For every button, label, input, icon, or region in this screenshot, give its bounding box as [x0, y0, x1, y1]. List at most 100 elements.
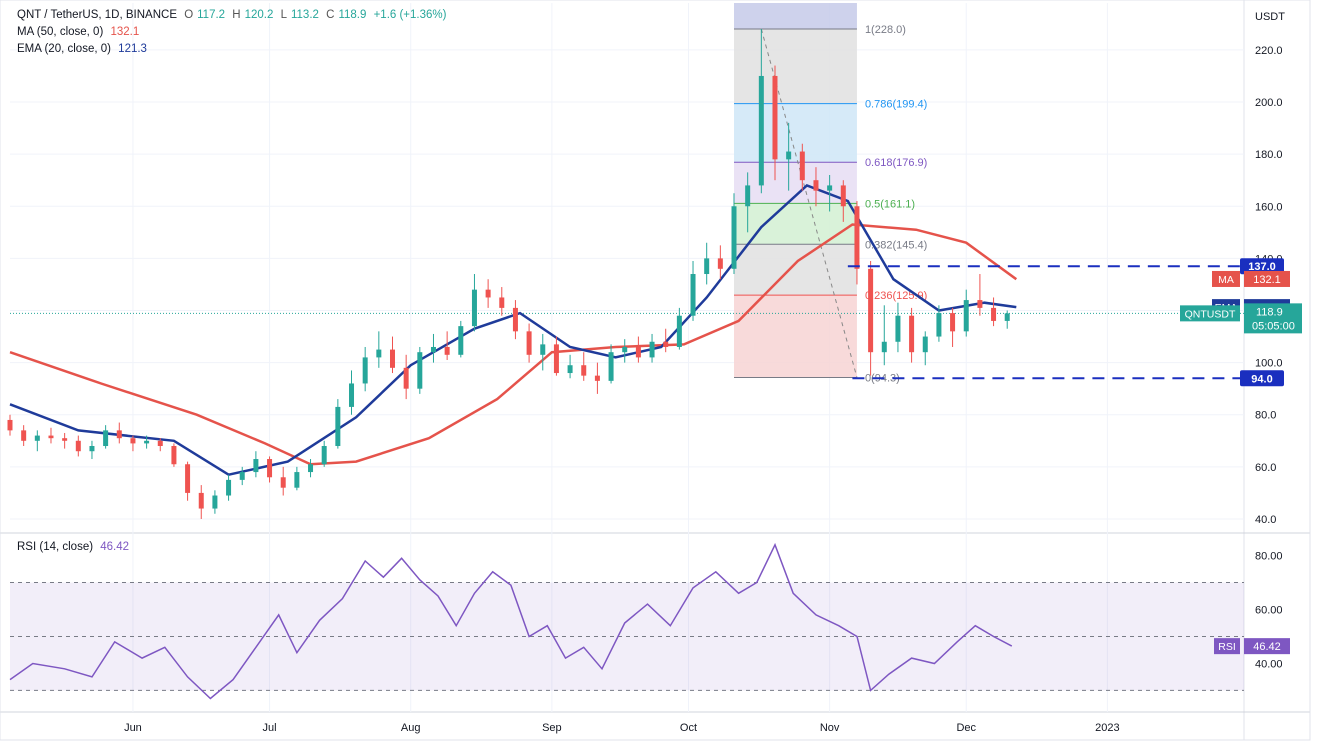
ma-label: MA (50, close, 0) [17, 26, 104, 38]
candle-body [171, 446, 177, 465]
fib-band [734, 3, 857, 30]
rsi-tag-label: RSI [1218, 641, 1236, 653]
candle-body [540, 344, 546, 355]
candle-body [485, 289, 491, 298]
candle-body [649, 341, 655, 358]
y-tick-label: 100.0 [1255, 358, 1283, 370]
rsi-value: 46.42 [100, 541, 130, 553]
x-tick-label: Nov [820, 722, 840, 734]
ma-badge-value: 132.1 [1253, 274, 1281, 286]
y-tick-label: 40.0 [1255, 514, 1276, 526]
ma-badge [1244, 270, 1290, 287]
candle-body [799, 151, 805, 181]
candle-body [622, 346, 628, 353]
candle-body [212, 495, 218, 509]
candle-body [253, 459, 259, 473]
ma-legend: MA (50, close, 0) 132.1 [17, 26, 143, 38]
x-tick-label: 2023 [1095, 722, 1119, 734]
candle-body [103, 430, 109, 447]
candle-body [349, 383, 355, 407]
fib-level-label: 0.382(145.4) [865, 239, 927, 251]
candle-body [48, 435, 54, 439]
candle-body [417, 352, 423, 389]
candle-body [185, 464, 191, 493]
level-badge [1240, 370, 1284, 387]
candle-body [116, 430, 122, 439]
fib-level-label: 0.786(199.4) [865, 99, 927, 111]
candle-body [608, 352, 614, 381]
candle-body [635, 346, 641, 358]
candle-body [62, 438, 68, 441]
candle-body [430, 346, 436, 353]
x-tick-label: Sep [542, 722, 562, 734]
candle-body [663, 341, 669, 347]
candle-body [594, 375, 600, 381]
fib-band [734, 29, 857, 104]
candle-body [676, 315, 682, 347]
fib-band [734, 295, 857, 378]
rsi-line [9, 542, 1013, 700]
candle-body [936, 313, 942, 337]
candle-body [963, 300, 969, 332]
candle-body [458, 326, 464, 355]
fib-level-label: 1(228.0) [865, 24, 906, 36]
candle-body [909, 315, 915, 353]
candle-body [144, 440, 150, 444]
ema20-line [9, 183, 1017, 477]
ma-value: 132.1 [110, 26, 140, 38]
ema-value: 121.3 [118, 43, 147, 55]
candle-body [704, 258, 710, 275]
candle-body [1004, 313, 1010, 321]
level-badge-label: 137.0 [1248, 261, 1276, 273]
candle-body [21, 430, 27, 441]
y-tick-label: 60.0 [1255, 462, 1276, 474]
y-tick-label: 80.0 [1255, 410, 1276, 422]
rsi-tag [1214, 638, 1240, 655]
candle-body [239, 472, 245, 480]
candle-body [758, 75, 764, 186]
candle-body [226, 479, 232, 496]
candle-body [294, 472, 300, 488]
candle-body [745, 185, 751, 207]
candle-body [895, 315, 901, 342]
rsi-legend: RSI (14, close) 46.42 [17, 541, 133, 553]
fib-level-label: 0.5(161.1) [865, 198, 915, 210]
candle-body [403, 367, 409, 389]
candle-body [731, 206, 737, 269]
candle-body [198, 492, 204, 509]
ma-tag-label: MA [1218, 274, 1234, 286]
candle-body [471, 289, 477, 327]
chart-legend: QNT / TetherUS, 1D, BINANCE O 117.2 H 120.… [17, 9, 447, 21]
y-tick-label: 180.0 [1255, 149, 1283, 161]
x-tick-label: Dec [956, 722, 976, 734]
x-tick-label: Aug [401, 722, 421, 734]
x-tick-label: Jun [124, 722, 142, 734]
candle-body [567, 365, 573, 374]
ema-legend: EMA (20, close, 0) 121.3 [17, 43, 151, 55]
candle-body [717, 258, 723, 269]
candle-body [280, 477, 286, 488]
candle-body [977, 300, 983, 308]
high-value: 120.2 [244, 9, 274, 21]
candle-body [581, 365, 587, 376]
candle-body [75, 440, 81, 452]
price-symbol-label: QNTUSDT [1185, 308, 1236, 320]
price-countdown: 05:05:00 [1252, 320, 1295, 332]
candle-body [89, 446, 95, 452]
candle-body [34, 435, 40, 441]
candle-body [690, 274, 696, 316]
x-tick-label: Oct [680, 722, 697, 734]
close-value: 118.9 [338, 9, 367, 21]
fib-level-label: 0.618(176.9) [865, 157, 927, 169]
price-badge-value: 118.9 [1256, 306, 1283, 318]
level-badge [1240, 258, 1284, 275]
y-tick-label: 220.0 [1255, 45, 1283, 57]
candle-body [950, 313, 956, 332]
candle-body [786, 151, 792, 160]
change-value: +1.6 (+1.36%) [373, 9, 447, 21]
candle-body [553, 344, 559, 374]
ma-tag [1212, 270, 1240, 287]
